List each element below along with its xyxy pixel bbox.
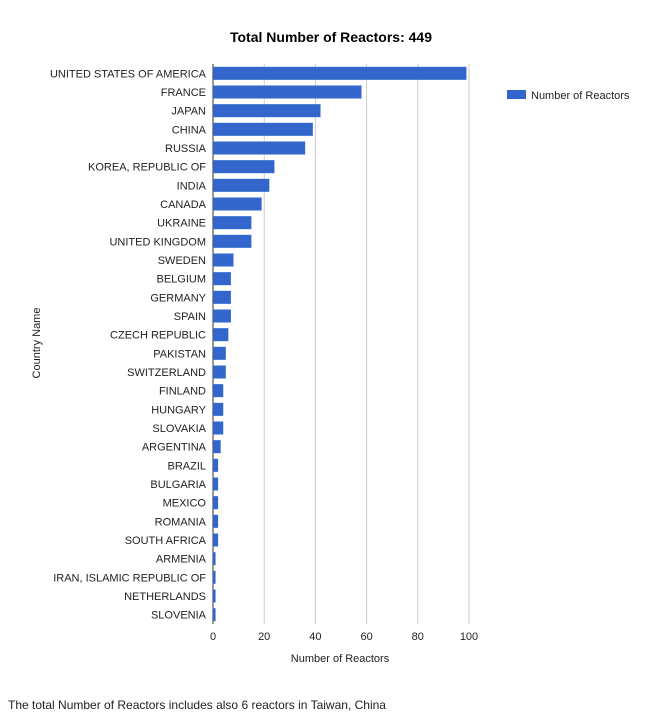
bar xyxy=(213,234,252,248)
category-label: CANADA xyxy=(160,199,207,211)
bar xyxy=(213,309,231,323)
category-label: SPAIN xyxy=(174,311,206,323)
legend: Number of Reactors xyxy=(507,90,630,102)
legend-label: Number of Reactors xyxy=(531,90,630,102)
category-label: KOREA, REPUBLIC OF xyxy=(88,162,206,174)
chart-title: Total Number of Reactors: 449 xyxy=(230,29,432,45)
bar xyxy=(213,104,321,118)
category-label: HUNGARY xyxy=(151,404,206,416)
category-label: INDIA xyxy=(177,180,207,192)
bar xyxy=(213,533,219,547)
bar xyxy=(213,384,224,398)
chart: Total Number of Reactors: 449 UNITED STA… xyxy=(31,29,630,665)
category-label: SLOVAKIA xyxy=(152,423,206,435)
bar xyxy=(213,552,216,566)
bar xyxy=(213,328,229,342)
category-label: BRAZIL xyxy=(167,460,206,472)
bar xyxy=(213,440,221,454)
bar xyxy=(213,589,216,603)
bar xyxy=(213,402,224,416)
bar xyxy=(213,570,216,584)
category-label: JAPAN xyxy=(171,106,206,118)
bar xyxy=(213,608,216,622)
bar xyxy=(213,421,224,435)
bar xyxy=(213,178,270,192)
category-label: CHINA xyxy=(172,124,207,136)
bar xyxy=(213,216,252,230)
category-label: SWEDEN xyxy=(158,255,206,267)
category-label: SOUTH AFRICA xyxy=(125,535,207,547)
x-tick-label: 80 xyxy=(412,631,424,643)
x-axis-ticks: 0 20 40 60 80 100 xyxy=(210,631,478,643)
x-axis-label: Number of Reactors xyxy=(291,653,390,665)
category-label: ARMENIA xyxy=(156,554,207,566)
category-label: NETHERLANDS xyxy=(124,591,206,603)
category-label: ARGENTINA xyxy=(142,442,207,454)
category-label: MEXICO xyxy=(163,498,207,510)
bar xyxy=(213,66,467,80)
category-label: GERMANY xyxy=(150,292,206,304)
bar xyxy=(213,458,219,472)
category-label: IRAN, ISLAMIC REPUBLIC OF xyxy=(53,572,206,584)
bar xyxy=(213,514,219,528)
category-label: FINLAND xyxy=(159,386,206,398)
bar xyxy=(213,85,362,99)
gridlines xyxy=(212,64,470,624)
bar xyxy=(213,197,262,211)
category-label: BULGARIA xyxy=(150,479,206,491)
category-label: UNITED KINGDOM xyxy=(109,236,206,248)
bar xyxy=(213,141,306,155)
category-label: UKRAINE xyxy=(157,218,206,230)
category-label: UNITED STATES OF AMERICA xyxy=(50,68,207,80)
bar xyxy=(213,477,219,491)
bar xyxy=(213,253,234,267)
footnote: The total Number of Reactors includes al… xyxy=(8,698,386,712)
x-tick-label: 100 xyxy=(460,631,478,643)
x-tick-label: 20 xyxy=(258,631,270,643)
category-labels: UNITED STATES OF AMERICA FRANCE JAPAN CHINA… xyxy=(50,68,207,621)
category-label: CZECH REPUBLIC xyxy=(110,330,206,342)
category-label: SLOVENIA xyxy=(151,610,207,622)
bar xyxy=(213,496,219,510)
bar xyxy=(213,272,231,286)
bars xyxy=(213,66,467,622)
x-tick-label: 40 xyxy=(309,631,321,643)
category-label: PAKISTAN xyxy=(153,348,206,360)
category-label: SWITZERLAND xyxy=(127,367,206,379)
bar xyxy=(213,290,231,304)
category-label: RUSSIA xyxy=(165,143,207,155)
bar xyxy=(213,122,313,136)
category-label: ROMANIA xyxy=(155,516,207,528)
bar xyxy=(213,365,226,379)
category-label: BELGIUM xyxy=(156,274,206,286)
bar xyxy=(213,160,275,174)
legend-swatch xyxy=(507,90,526,99)
x-tick-label: 60 xyxy=(360,631,372,643)
y-axis-label: Country Name xyxy=(31,308,43,379)
x-tick-label: 0 xyxy=(210,631,216,643)
category-label: FRANCE xyxy=(161,87,206,99)
bar xyxy=(213,346,226,360)
